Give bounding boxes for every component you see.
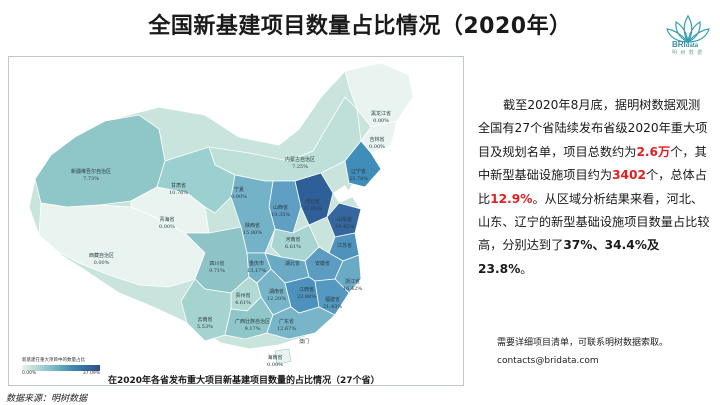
- province-label-xinjiang: 新疆维吾尔自治区 7.73%: [71, 169, 112, 182]
- province-label-fujian: 福建省 21.43%: [323, 297, 343, 310]
- province-label-chongqing: 重庆市 13.17%: [247, 261, 267, 274]
- province-label-guangxi: 广西壮族自治区 9.17%: [235, 319, 271, 332]
- region-hainan: [274, 348, 292, 366]
- region-jilin: [360, 120, 398, 154]
- province-label-jiangsu: 江苏省: [337, 243, 353, 249]
- province-label-jiangxi: 江西省 23.88%: [297, 287, 317, 300]
- region-guangdong: [266, 306, 336, 340]
- region-fujian: [314, 278, 350, 316]
- province-label-xizang: 西藏自治区 0.00%: [89, 253, 115, 266]
- legend-color-bar: [22, 365, 100, 371]
- province-label-hubei: 湖北省: [285, 261, 301, 267]
- map-legend: 新基建在重大项目中的数量占比 0.00% 37.09%: [22, 357, 108, 379]
- province-label-guizhou: 贵州省 4.61%: [235, 293, 251, 306]
- legend-min: 0.00%: [22, 371, 37, 376]
- page-title: 全国新基建项目数量占比情况（2020年）: [148, 14, 572, 39]
- province-label-hainan: 海南省 0.00%: [267, 355, 283, 368]
- china-choropleth-map: 黑龙江省 0.00% 吉林省 0.00% 内蒙古自治区 7.25% 辽宁省 23.78%…: [8, 56, 464, 386]
- bohai-sea: [333, 185, 353, 203]
- summary-paragraph: 截至2020年8月底，据明树数据观测全国有27个省陆续发布省级2020年重大项目…: [478, 98, 710, 276]
- legend-title: 新基建在重大项目中的数量占比: [22, 358, 85, 363]
- province-label-hunan: 湖南省 12.20%: [267, 289, 287, 302]
- province-label-neimenggu: 内蒙古自治区 7.25%: [285, 157, 316, 170]
- province-label-shanxi: 山西省 19.35%: [271, 205, 291, 218]
- contact-email[interactable]: contacts@bridata.com: [497, 356, 599, 366]
- province-label-ningxia: 宁夏 0.00%: [231, 187, 247, 200]
- contact-note: 需要详细项目清单，可联系明树数据索取。: [497, 338, 669, 348]
- province-label-gansu: 甘肃省 10.76%: [169, 183, 189, 196]
- lotus-logo-icon: [666, 14, 710, 44]
- region-liaoning: [344, 140, 382, 188]
- province-label-yunnan: 云南省 5.53%: [197, 317, 213, 330]
- logo-wordmark: BRIdata 明 树 数 据: [672, 40, 704, 56]
- province-label-shandong: 山东省 34.42%: [335, 217, 355, 230]
- province-label-liaoning: 辽宁省 23.78%: [349, 169, 369, 182]
- province-label-zhejiang: 浙江省 16.42%: [343, 279, 363, 292]
- province-label-guangdong: 广东省 12.67%: [277, 319, 297, 332]
- province-label-shaanxi: 陕西省 15.80%: [243, 223, 263, 236]
- legend-max: 37.09%: [82, 371, 100, 376]
- province-label-anhui: 安徽省: [315, 261, 331, 267]
- province-label-jilin: 吉林省 0.00%: [369, 137, 385, 150]
- province-label-macau: 澳门: [299, 339, 310, 345]
- data-source: 数据来源：明树数据: [6, 394, 88, 404]
- province-label-hebei: 河北省 37.09%: [303, 199, 323, 212]
- china-map-svg: [28, 62, 414, 366]
- map-caption: 在2020年各省发布重大项目新基建项目数量的占比情况（27个省）: [108, 376, 380, 386]
- region-shaanxi: [230, 174, 276, 254]
- province-label-sichuan: 四川省 9.71%: [209, 261, 225, 274]
- contact-info: 需要详细项目清单，可联系明树数据索取。 contacts@bridata.com: [497, 334, 668, 370]
- province-label-henan: 河南省 6.61%: [285, 237, 301, 250]
- province-label-qinghai: 青海省 0.00%: [159, 217, 175, 230]
- region-shandong: [326, 202, 362, 238]
- province-label-heilongjiang: 黑龙江省 0.00%: [371, 111, 392, 124]
